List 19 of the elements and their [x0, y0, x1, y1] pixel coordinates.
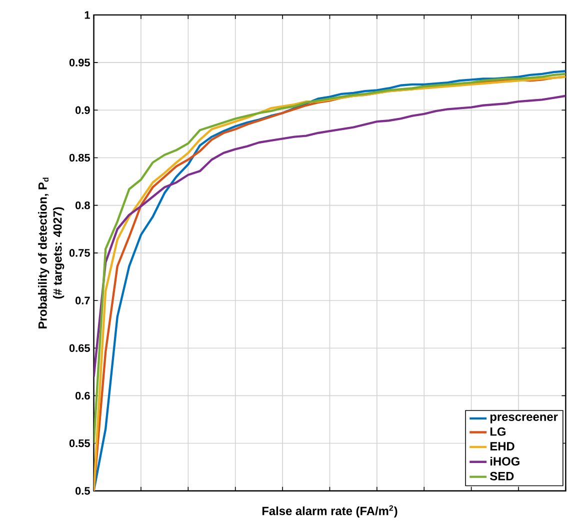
legend-label: SED [490, 472, 514, 480]
y-tick-label: 0.8 [76, 202, 90, 210]
text: (# targets: 4027) [53, 207, 64, 299]
y-tick-label: 0.95 [69, 58, 90, 67]
y-tick-label: 0.5 [76, 487, 90, 495]
legend-label: LG [490, 427, 506, 436]
legend-label: EHD [490, 442, 514, 450]
legend-label: iHOG [490, 456, 520, 466]
legend-label: prescreener [490, 414, 558, 424]
y-tick-label: 0.6 [76, 392, 90, 400]
y-tick-label: 0.9 [76, 106, 90, 114]
x-axis-title: False alarm rate (FA/m$^{2}$) [262, 505, 398, 518]
y-tick-label: 0.55 [69, 440, 90, 448]
y-tick-label: 0.65 [69, 344, 90, 352]
y-axis-title: Probability of detection, P$_{d}$ [38, 178, 50, 328]
y-tick-label: 0.75 [69, 249, 90, 257]
y-tick-label: 1 [84, 11, 90, 19]
y-tick-label: 0.7 [76, 296, 90, 304]
y-tick-label: 0.85 [69, 154, 90, 162]
